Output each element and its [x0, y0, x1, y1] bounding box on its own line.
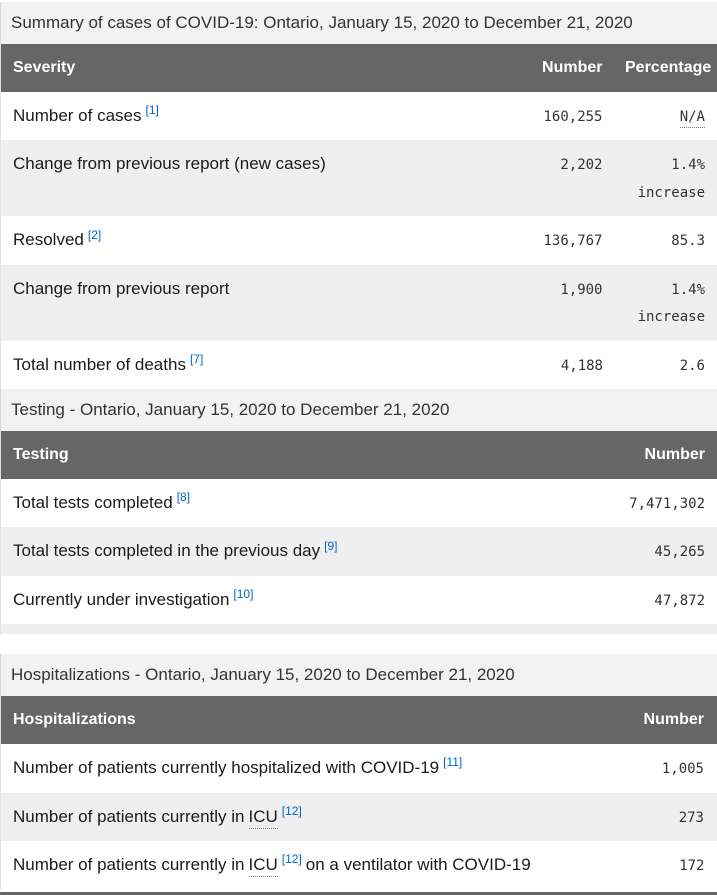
row-label-text: Number of cases [13, 106, 142, 125]
row-label-text: Total tests completed [13, 493, 173, 512]
row-number: 1,005 [605, 744, 717, 793]
row-label: Total tests completed [8] [1, 479, 606, 528]
table-row: Total number of deaths [7] 4,188 2.6 [1, 341, 717, 390]
row-label-text: Total tests completed in the previous da… [13, 541, 320, 560]
table-row: Change from previous report (new cases) … [1, 140, 717, 216]
row-label: Total number of deaths [7] [1, 341, 514, 390]
footnote-link[interactable]: [8] [177, 490, 190, 504]
hospitalizations-table: Hospitalizations Number Number of patien… [0, 696, 717, 890]
row-label-text: Number of patients currently in [13, 807, 245, 826]
header-percentage: Percentage [613, 44, 717, 92]
table-row: Number of cases [1] 160,255 N/A [1, 92, 717, 141]
row-percentage: 85.3 [613, 216, 717, 265]
percentage-note: increase [617, 309, 705, 327]
na-abbreviation[interactable]: N/A [680, 109, 705, 128]
row-label: Resolved [2] [1, 216, 514, 265]
summary-table-caption: Summary of cases of COVID-19: Ontario, J… [0, 2, 717, 44]
row-number: 136,767 [513, 216, 613, 265]
row-label-text: Total number of deaths [13, 355, 186, 374]
icu-abbreviation[interactable]: ICU [249, 807, 278, 829]
row-percentage: 2.6 [613, 341, 717, 390]
header-hospitalizations: Hospitalizations [1, 696, 605, 744]
header-number: Number [513, 44, 613, 92]
row-label-text-suffix: on a ventilator with COVID-19 [306, 855, 531, 874]
row-number: 273 [605, 793, 717, 842]
summary-section: Summary of cases of COVID-19: Ontario, J… [0, 2, 717, 389]
testing-table-caption: Testing - Ontario, January 15, 2020 to D… [0, 389, 717, 431]
hospitalizations-table-caption: Hospitalizations - Ontario, January 15, … [0, 654, 717, 696]
table-row: Total tests completed in the previous da… [1, 527, 717, 576]
table-row: Change from previous report 1,900 1.4% i… [1, 265, 717, 341]
footnote-link[interactable]: [10] [233, 587, 253, 601]
table-row: Resolved [2] 136,767 85.3 [1, 216, 717, 265]
row-number: 7,471,302 [605, 479, 717, 528]
row-label-text: Resolved [13, 230, 84, 249]
row-label-text: Currently under investigation [13, 590, 229, 609]
footnote-link[interactable]: [11] [443, 755, 462, 769]
percentage-note: increase [617, 185, 705, 203]
row-number: 160,255 [513, 92, 613, 141]
header-number: Number [605, 431, 717, 479]
table-row-empty [1, 624, 717, 634]
table-row: Currently under investigation [10] 47,872 [1, 576, 717, 625]
row-number: 4,188 [513, 341, 613, 390]
percentage-value: 1.4% [617, 157, 705, 175]
footnote-link[interactable]: [12] [282, 852, 302, 866]
icu-abbreviation[interactable]: ICU [249, 855, 278, 877]
row-percentage: N/A [613, 92, 717, 141]
row-number: 2,202 [513, 140, 613, 216]
row-label: Number of cases [1] [1, 92, 514, 141]
header-severity: Severity [1, 44, 514, 92]
row-percentage: 1.4% increase [613, 265, 717, 341]
table-row: Number of patients currently hospitalize… [1, 744, 717, 793]
footnote-link[interactable]: [7] [190, 352, 203, 366]
hospitalizations-header-row: Hospitalizations Number [1, 696, 717, 744]
empty-cell [1, 624, 717, 634]
row-label-text: Number of patients currently in [13, 855, 245, 874]
footnote-link[interactable]: [2] [88, 228, 101, 242]
row-label: Currently under investigation [10] [1, 576, 606, 625]
row-label-text: Change from previous report [13, 279, 229, 298]
percentage-value: 1.4% [617, 282, 705, 300]
row-number: 47,872 [605, 576, 717, 625]
footnote-link[interactable]: [9] [324, 539, 337, 553]
next-table-header-partial [0, 892, 717, 895]
testing-header-row: Testing Number [1, 431, 717, 479]
row-percentage: 1.4% increase [613, 140, 717, 216]
testing-table: Testing Number Total tests completed [8] … [0, 431, 717, 635]
row-label-text: Number of patients currently hospitalize… [13, 758, 439, 777]
header-number: Number [605, 696, 717, 744]
row-label-text: Change from previous report (new cases) [13, 154, 326, 173]
header-testing: Testing [1, 431, 606, 479]
row-label: Number of patients currently hospitalize… [1, 744, 605, 793]
row-label: Change from previous report (new cases) [1, 140, 514, 216]
summary-table: Severity Number Percentage Number of cas… [0, 44, 717, 390]
row-number: 1,900 [513, 265, 613, 341]
row-label: Total tests completed in the previous da… [1, 527, 606, 576]
testing-section: Testing - Ontario, January 15, 2020 to D… [0, 389, 717, 634]
summary-header-row: Severity Number Percentage [1, 44, 717, 92]
table-row: Total tests completed [8] 7,471,302 [1, 479, 717, 528]
row-number: 45,265 [605, 527, 717, 576]
row-number: 172 [605, 841, 717, 890]
hospitalizations-section: Hospitalizations - Ontario, January 15, … [0, 654, 717, 889]
row-label: Change from previous report [1, 265, 514, 341]
footnote-link[interactable]: [1] [146, 103, 159, 117]
footnote-link[interactable]: [12] [282, 804, 302, 818]
